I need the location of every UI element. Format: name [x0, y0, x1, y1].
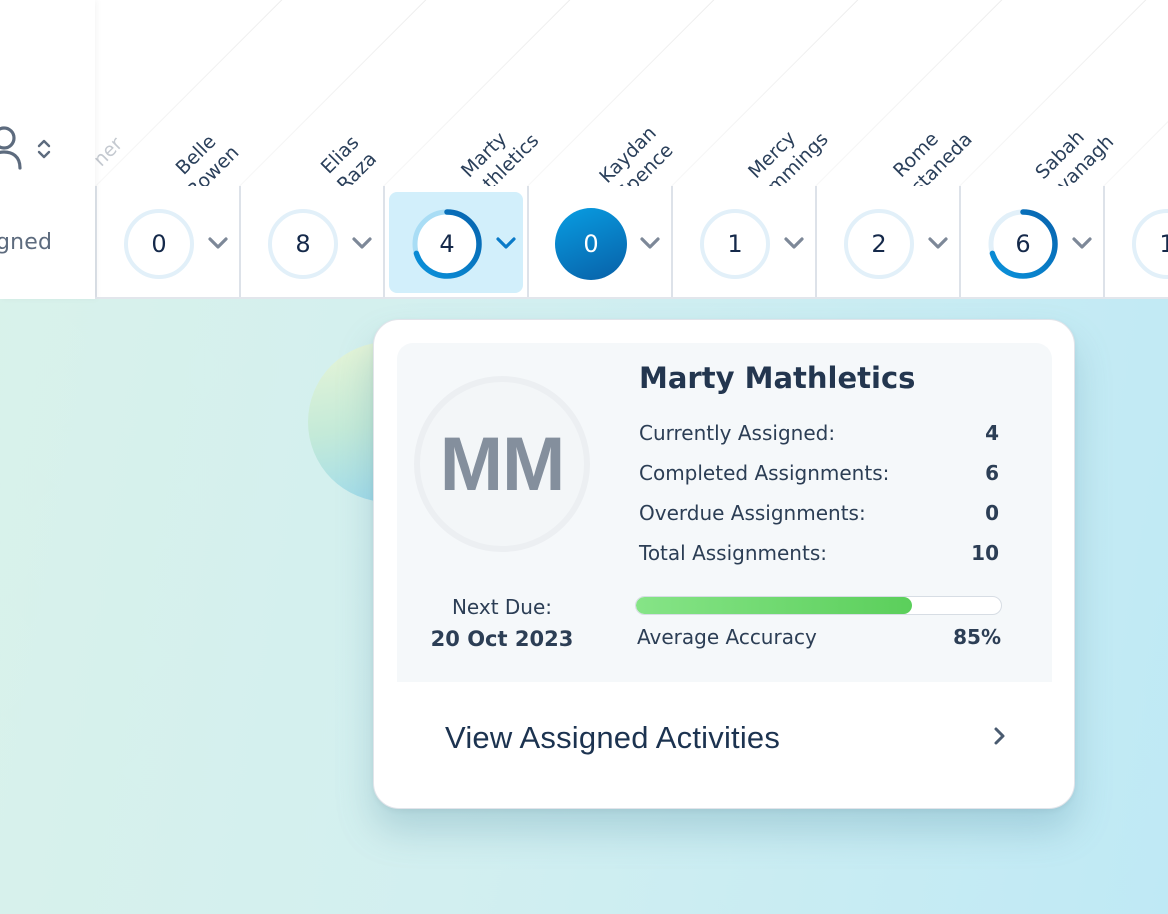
count-value: 8 — [295, 230, 311, 258]
chevron-right-icon — [994, 727, 1005, 745]
chevron-down-icon[interactable] — [495, 236, 517, 250]
avatar-initials: MM — [439, 421, 566, 507]
count-value: 1 — [1159, 230, 1168, 258]
view-assigned-activities-link[interactable]: View Assigned Activities — [397, 682, 1052, 787]
stat-currently-assigned: Currently Assigned: 4 — [639, 421, 999, 445]
column-header: ner Belle Bowen Elias Raza Marty Mathlet… — [95, 0, 1168, 187]
assigned-cell[interactable]: 1 — [671, 186, 815, 297]
assigned-cell[interactable]: 2 — [815, 186, 959, 297]
avatar: MM — [414, 376, 590, 552]
student-header-elias-raza[interactable]: Elias Raza — [316, 131, 382, 187]
row-label: signed — [0, 230, 53, 255]
chevron-down-icon[interactable] — [1071, 236, 1093, 250]
assigned-cell[interactable]: 6 — [959, 186, 1103, 297]
count-value: 0 — [151, 230, 167, 258]
student-summary-panel: MM Next Due: 20 Oct 2023 Marty Mathletic… — [397, 343, 1052, 682]
next-due-date: 20 Oct 2023 — [430, 627, 574, 651]
sort-up-down-icon[interactable] — [36, 136, 52, 162]
count-value: 1 — [727, 230, 743, 258]
next-due-label: Next Due: — [451, 595, 553, 619]
progress-ring — [988, 209, 1058, 279]
count-value: 6 — [1015, 230, 1031, 258]
left-panel: signed — [0, 0, 95, 299]
user-icon — [0, 126, 22, 170]
count-ring — [844, 209, 914, 279]
assigned-cell[interactable]: 8 — [239, 186, 383, 297]
assigned-cell[interactable]: 0 — [527, 186, 671, 297]
stat-completed-assignments: Completed Assignments: 6 — [639, 461, 999, 485]
assigned-row: 0 8 4 — [95, 186, 1168, 299]
stat-overdue-assignments: Overdue Assignments: 0 — [639, 501, 999, 525]
chevron-down-icon[interactable] — [783, 236, 805, 250]
average-accuracy: Average Accuracy 85% — [637, 625, 1001, 649]
student-header-kaydan-spence[interactable]: Kaydan Spence — [595, 122, 678, 187]
chevron-down-icon[interactable] — [927, 236, 949, 250]
stat-total-assignments: Total Assignments: 10 — [639, 541, 999, 565]
chevron-down-icon[interactable] — [207, 236, 229, 250]
count-ring — [700, 209, 770, 279]
count-ring — [1132, 209, 1168, 279]
count-value: 4 — [439, 230, 455, 258]
assigned-cell[interactable]: 1 — [1103, 186, 1168, 297]
student-name: Marty Mathletics — [639, 361, 916, 395]
filled-badge — [555, 208, 627, 280]
student-header-mercy-cummings[interactable]: Mercy Cummings — [744, 126, 833, 187]
count-ring — [124, 209, 194, 279]
student-header-sabah-kavanagh[interactable]: Sabah Kavanagh — [1031, 126, 1119, 187]
assigned-cell-selected[interactable]: 4 — [383, 186, 527, 297]
count-value: 2 — [871, 230, 887, 258]
count-value: 0 — [583, 230, 599, 258]
accuracy-progress-fill — [636, 597, 912, 614]
chevron-down-icon[interactable] — [639, 236, 661, 250]
chevron-down-icon[interactable] — [351, 236, 373, 250]
student-header-marty-mathletics[interactable]: Marty Mathletics — [456, 127, 544, 187]
assigned-cell[interactable]: 0 — [95, 186, 239, 297]
accuracy-progress-bar — [635, 596, 1002, 615]
progress-ring — [412, 209, 482, 279]
student-summary-popup: MM Next Due: 20 Oct 2023 Marty Mathletic… — [373, 319, 1075, 809]
student-header-rome-castaneda[interactable]: Rome Castaneda — [889, 127, 977, 187]
count-ring — [268, 209, 338, 279]
